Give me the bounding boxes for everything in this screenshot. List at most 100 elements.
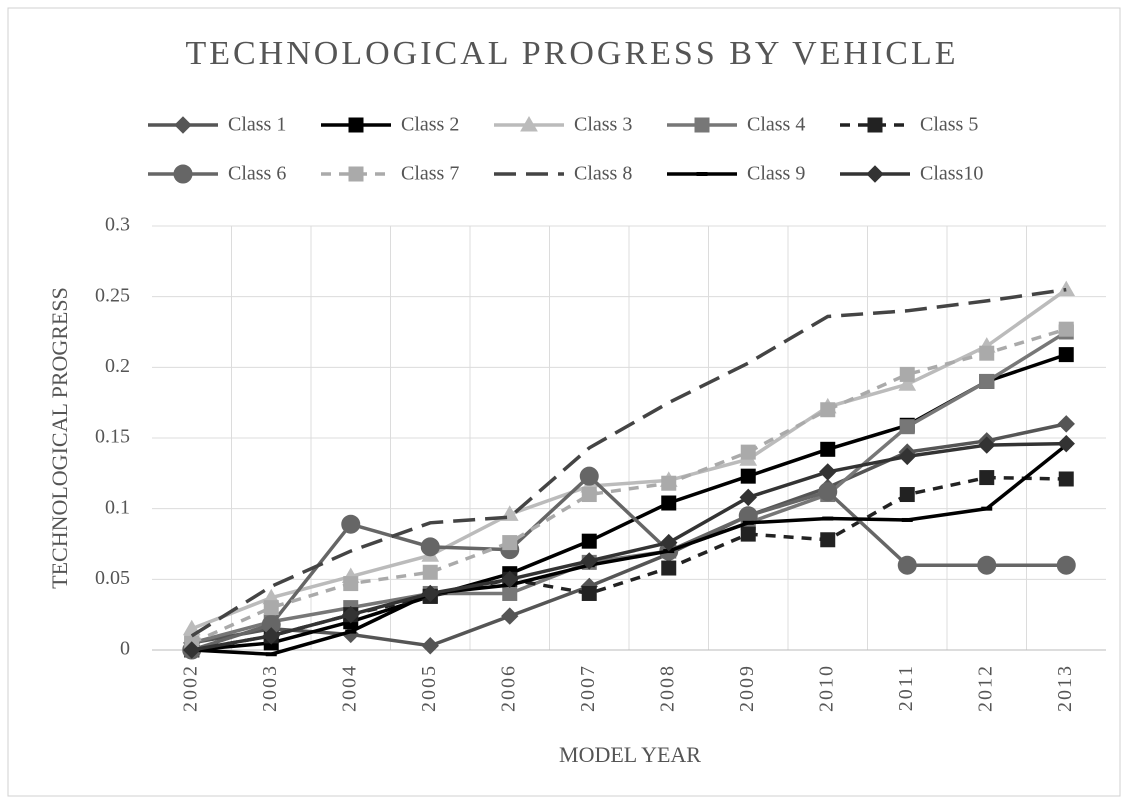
data-point	[978, 436, 996, 454]
data-point	[501, 607, 519, 625]
data-point	[1057, 280, 1076, 297]
data-point	[820, 441, 836, 457]
data-point	[422, 564, 438, 580]
x-tick-label: 2003	[259, 664, 281, 712]
data-point	[820, 532, 836, 548]
legend-marker	[694, 117, 710, 133]
data-point	[341, 514, 361, 534]
legend-marker	[867, 117, 883, 133]
x-tick-label: 2008	[656, 664, 678, 712]
data-point	[661, 560, 677, 576]
data-point	[979, 345, 995, 361]
legend-marker	[866, 165, 884, 183]
legend-marker	[348, 166, 364, 182]
y-tick-label: 0.15	[95, 426, 130, 448]
data-point	[1057, 434, 1075, 453]
data-point	[501, 570, 519, 589]
data-point	[345, 629, 357, 634]
legend-marker	[173, 164, 193, 184]
data-point	[661, 495, 677, 511]
x-axis-label: MODEL YEAR	[559, 742, 701, 767]
y-tick-label: 0.05	[95, 567, 130, 589]
data-point	[579, 466, 599, 486]
data-point	[581, 487, 597, 503]
data-point	[580, 552, 598, 570]
data-point	[740, 444, 756, 460]
legend-label: Class 5	[920, 114, 978, 136]
data-point	[1056, 555, 1076, 575]
data-point	[897, 555, 917, 575]
series-line	[191, 288, 1068, 631]
data-point	[420, 537, 440, 557]
legend-marker	[348, 117, 364, 133]
data-point	[898, 375, 917, 391]
x-tick-label: 2007	[577, 664, 599, 712]
data-point	[977, 555, 997, 575]
data-point	[1057, 415, 1075, 433]
data-point	[661, 475, 677, 491]
data-point	[581, 585, 597, 601]
data-point	[421, 584, 439, 603]
legend-label: Class10	[920, 163, 983, 185]
data-point	[818, 482, 838, 502]
y-tick-label: 0.2	[105, 355, 130, 377]
data-point	[263, 600, 279, 616]
legend-label: Class 6	[228, 163, 286, 185]
legend-label: Class 3	[574, 114, 632, 136]
x-tick-label: 2006	[497, 664, 519, 712]
data-point	[740, 468, 756, 484]
legend-label: Class 4	[747, 114, 805, 136]
data-point	[979, 470, 995, 486]
data-point	[979, 373, 995, 389]
x-tick-label: 2002	[179, 664, 201, 712]
data-point	[1058, 471, 1074, 487]
series-line	[191, 441, 1067, 652]
data-point	[899, 419, 915, 435]
data-point	[502, 535, 518, 551]
data-point	[742, 520, 754, 525]
series-line	[190, 287, 1067, 638]
data-point	[901, 517, 913, 522]
data-point	[343, 576, 359, 592]
data-point	[899, 487, 915, 503]
legend-label: Class 1	[228, 114, 286, 136]
data-point	[265, 652, 277, 657]
y-tick-label: 0	[120, 638, 130, 660]
y-axis-label: TECHNOLOGICAL PROGRESS	[47, 287, 72, 589]
data-point	[502, 585, 518, 601]
legend-marker	[696, 172, 708, 176]
chart-title: TECHNOLOGICAL PROGRESS BY VEHICLE	[185, 35, 958, 72]
legend-marker	[174, 116, 192, 134]
series-line	[191, 443, 1068, 657]
x-tick-label: 2012	[974, 664, 996, 712]
chart-frame	[7, 7, 1121, 797]
data-point	[898, 447, 916, 466]
data-point	[822, 516, 834, 521]
y-tick-label: 0.1	[105, 496, 130, 518]
x-tick-label: 2004	[338, 664, 360, 712]
x-tick-label: 2005	[418, 664, 440, 712]
data-point	[183, 641, 201, 659]
legend-label: Class 7	[401, 163, 459, 185]
data-point	[262, 627, 280, 645]
data-point	[820, 402, 836, 418]
x-tick-label: 2011	[895, 664, 917, 711]
data-point	[1058, 321, 1074, 337]
data-point	[740, 526, 756, 542]
data-point	[421, 637, 439, 655]
legend-label: Class 8	[574, 163, 632, 185]
legend-marker	[520, 115, 538, 132]
x-tick-label: 2013	[1054, 664, 1076, 712]
data-point	[981, 506, 993, 511]
y-tick-label: 0.3	[105, 214, 130, 236]
data-point	[819, 463, 837, 481]
y-tick-label: 0.25	[95, 284, 130, 306]
series-line	[191, 473, 1067, 652]
series-line	[191, 327, 1067, 645]
data-point	[899, 366, 915, 382]
data-point	[660, 533, 678, 552]
legend-label: Class 2	[401, 114, 459, 136]
series-line	[191, 422, 1067, 648]
data-point	[342, 605, 360, 624]
